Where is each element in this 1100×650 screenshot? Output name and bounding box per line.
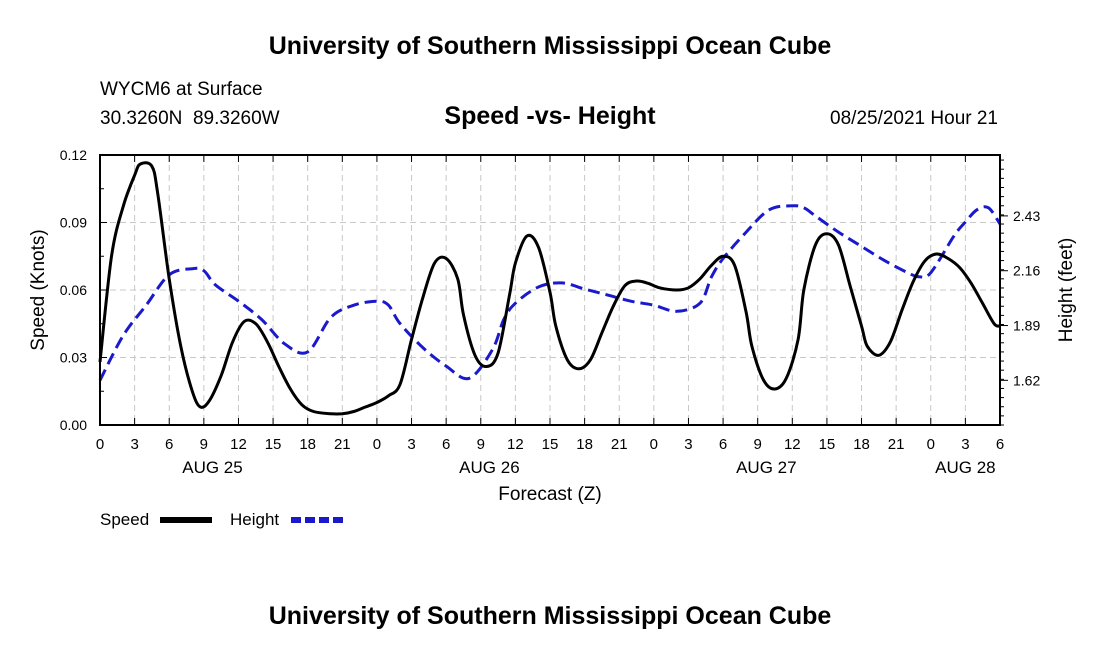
x-tick-label: 3 — [684, 436, 692, 453]
x-tick-label: 15 — [542, 436, 559, 453]
x-tick-label: 15 — [265, 436, 282, 453]
x-tick-label: 15 — [819, 436, 836, 453]
y2-tick-label: 2.43 — [1013, 208, 1040, 224]
x-tick-label: 9 — [200, 436, 208, 453]
x-tick-label: 12 — [784, 436, 801, 453]
y2-tick-label: 2.16 — [1013, 263, 1040, 279]
y2-tick-label: 1.62 — [1013, 372, 1040, 388]
x-tick-label: 3 — [961, 436, 969, 453]
station-label: WYCM6 at Surface — [100, 79, 263, 100]
x-axis-tick-labels: 0 3 6 9 12 15 18 21 0 3 6 9 12 15 18 21 0 3 6 9 12 15 18 21 0 3 6 — [96, 436, 1004, 453]
chart-subtitle: Speed -vs- Height — [444, 102, 656, 130]
y2-axis-title: Height (feet) — [1056, 238, 1077, 343]
x-tick-label: 12 — [507, 436, 524, 453]
x-tick-label: 12 — [230, 436, 247, 453]
x-tick-label: 3 — [407, 436, 415, 453]
y-tick-label: 0.06 — [60, 282, 87, 298]
x-tick-label: 21 — [888, 436, 905, 453]
legend-speed-label: Speed — [100, 510, 149, 529]
x-tick-label: 18 — [299, 436, 316, 453]
x-tick-label: 3 — [130, 436, 138, 453]
x-tick-label: 0 — [650, 436, 658, 453]
date-label: 08/25/2021 Hour 21 — [830, 108, 998, 129]
y-tick-label: 0.12 — [60, 147, 87, 163]
day-label: AUG 25 — [182, 458, 242, 477]
x-tick-label: 21 — [611, 436, 628, 453]
y2-tick-label: 1.89 — [1013, 318, 1040, 334]
x-axis-title: Forecast (Z) — [498, 484, 601, 505]
x-tick-label: 6 — [442, 436, 450, 453]
speed-series-line — [98, 161, 1001, 416]
y-tick-label: 0.00 — [60, 417, 87, 433]
height-series-line — [98, 204, 1002, 381]
x-tick-label: 6 — [719, 436, 727, 453]
y-axis-title: Speed (Knots) — [28, 229, 49, 350]
x-tick-label: 0 — [927, 436, 935, 453]
day-labels: AUG 25 AUG 26 AUG 27 AUG 28 — [182, 458, 995, 477]
x-tick-label: 6 — [996, 436, 1004, 453]
legend: Speed Height — [100, 510, 343, 529]
y-tick-label: 0.03 — [60, 350, 87, 366]
tick-marks — [99, 154, 1008, 426]
left-axis-tick-labels: 0.00 0.03 0.06 0.09 0.12 — [60, 147, 87, 433]
chart-title-bottom: University of Southern Mississippi Ocean… — [269, 602, 832, 630]
x-tick-label: 0 — [96, 436, 104, 453]
x-tick-label: 18 — [853, 436, 870, 453]
x-tick-label: 9 — [477, 436, 485, 453]
legend-height-label: Height — [230, 510, 279, 529]
x-tick-label: 21 — [334, 436, 351, 453]
coordinates-label: 30.3260N 89.3260W — [100, 108, 280, 129]
y-tick-label: 0.09 — [60, 215, 87, 231]
day-label: AUG 26 — [459, 458, 519, 477]
day-label: AUG 28 — [935, 458, 995, 477]
x-tick-label: 18 — [576, 436, 593, 453]
day-label: AUG 27 — [736, 458, 796, 477]
right-axis-tick-labels: 1.62 1.89 2.16 2.43 — [1013, 208, 1040, 388]
x-tick-label: 0 — [373, 436, 381, 453]
series-lines — [98, 161, 1002, 416]
x-tick-label: 6 — [165, 436, 173, 453]
x-tick-label: 9 — [754, 436, 762, 453]
chart-title-top: University of Southern Mississippi Ocean… — [269, 32, 832, 60]
